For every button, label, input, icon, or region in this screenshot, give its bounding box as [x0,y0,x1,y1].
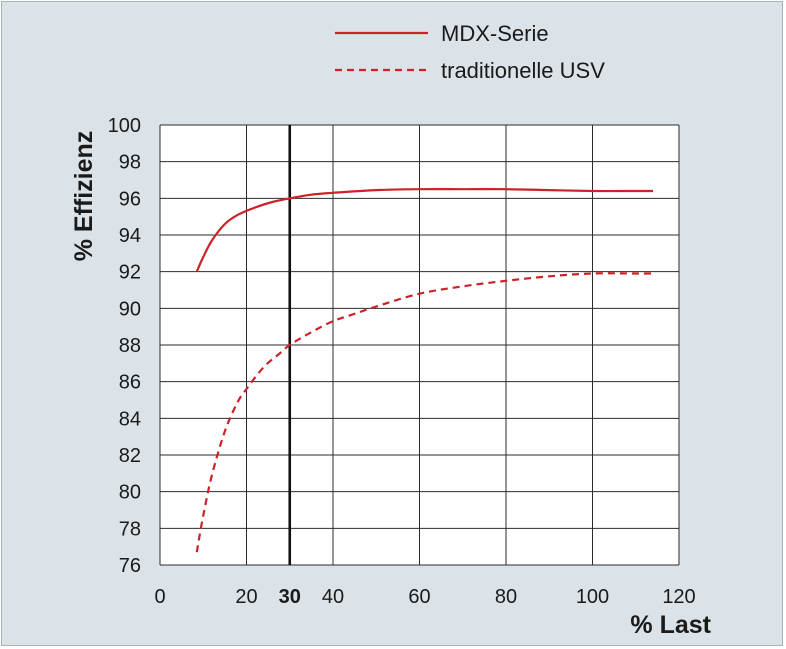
y-tick-label: 86 [119,372,141,394]
y-tick-labels: 76 78 80 82 84 86 88 90 92 94 96 98 100 [108,115,141,577]
x-tick-label: 100 [576,586,609,608]
y-tick-label: 88 [119,335,141,357]
y-tick-label: 84 [119,408,141,430]
y-axis-label: % Effizienz [70,131,98,262]
y-tick-label: 90 [119,298,141,320]
y-tick-label: 92 [119,262,141,284]
x-tick-label-highlight: 30 [279,586,301,608]
y-tick-label: 78 [119,518,141,540]
x-tick-label: 80 [495,586,517,608]
legend: MDX-Serie traditionelle USV [335,21,605,83]
legend-label-traditional: traditionelle USV [441,58,605,83]
grid [159,124,680,566]
legend-label-mdx: MDX-Serie [441,21,549,46]
x-tick-label: 60 [408,586,430,608]
y-tick-label: 82 [119,445,141,467]
series-group [195,188,653,553]
x-tick-label: 40 [322,586,344,608]
y-tick-label: 94 [119,225,141,247]
y-tick-label: 96 [119,188,141,210]
x-tick-label: 20 [235,586,257,608]
y-tick-label: 98 [119,152,141,174]
x-tick-labels: 0 20 30 40 60 80 100 120 [154,586,695,608]
y-tick-label: 76 [119,555,141,577]
series-line-mdx-serie [195,188,653,273]
y-tick-label: 100 [108,115,141,137]
x-axis-label: % Last [630,611,711,639]
x-tick-label: 0 [154,586,165,608]
x-tick-label: 120 [662,586,695,608]
y-tick-label: 80 [119,482,141,504]
